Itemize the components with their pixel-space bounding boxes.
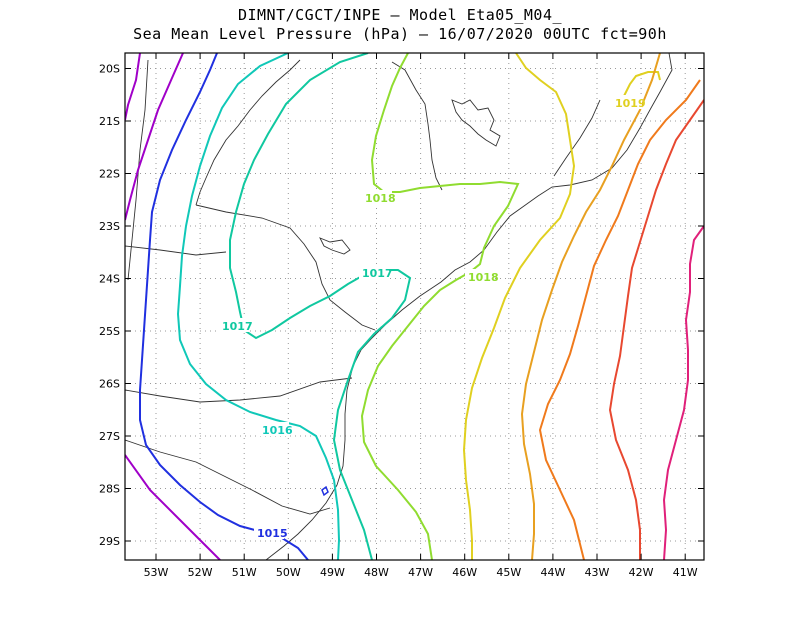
lon-tick-label: 46W	[452, 566, 477, 579]
contour-label-1017-east: 1017	[362, 267, 393, 280]
border-sp-pr	[195, 204, 376, 331]
contour-label-1018-north: 1018	[365, 192, 396, 205]
isobar-1019-main	[462, 53, 576, 560]
border-mg-rj	[391, 61, 443, 191]
isobar-1015	[139, 53, 309, 560]
lat-tick-label: 24S	[99, 273, 120, 286]
isobar-orange-1	[520, 53, 661, 560]
border-sc-rs	[125, 439, 331, 515]
contour-label-1016: 1016	[262, 424, 293, 437]
coastline	[265, 53, 673, 560]
contour-label-1018-south: 1018	[468, 271, 499, 284]
lat-tick-label: 21S	[99, 115, 120, 128]
lat-tick-label: 28S	[99, 483, 120, 496]
contour-label-1019: 1019	[615, 97, 646, 110]
axis-ticks	[125, 53, 704, 560]
lon-tick-label: 45W	[496, 566, 521, 579]
lon-tick-label: 52W	[188, 566, 213, 579]
lat-tick-label: 20S	[99, 63, 120, 76]
lon-tick-label: 47W	[408, 566, 433, 579]
isobar-purple	[125, 53, 221, 560]
lon-tick-label: 50W	[276, 566, 301, 579]
lat-tick-label: 25S	[99, 325, 120, 338]
lon-tick-label: 43W	[585, 566, 610, 579]
lat-tick-label: 22S	[99, 168, 120, 181]
lon-tick-label: 51W	[232, 566, 257, 579]
inland-lake	[451, 99, 501, 147]
border-mg-sp	[195, 59, 301, 206]
lon-tick-label: 42W	[629, 566, 654, 579]
lat-tick-label: 29S	[99, 535, 120, 548]
isobar-1017	[229, 53, 412, 560]
isobar-1018	[360, 53, 520, 560]
lon-tick-label: 44W	[540, 566, 565, 579]
lat-tick-label: 27S	[99, 430, 120, 443]
lat-tick-label: 23S	[99, 220, 120, 233]
lat-tick-label: 26S	[99, 378, 120, 391]
inland-lake-2	[319, 237, 351, 255]
contour-label-1017-west: 1017	[222, 320, 253, 333]
map-grid	[125, 53, 704, 560]
contour-label-1015: 1015	[257, 527, 288, 540]
lon-tick-labels: 53W 52W 51W 50W 49W 48W 47W 46W 45W 44W 43W 42W 41W	[144, 566, 698, 579]
lon-tick-label: 41W	[673, 566, 698, 579]
map-frame	[124, 52, 705, 561]
isobar-red	[608, 99, 704, 560]
coastline-and-borders	[125, 53, 673, 560]
lon-tick-label: 49W	[320, 566, 345, 579]
border-pr-sc	[125, 377, 353, 403]
lon-tick-label: 53W	[144, 566, 169, 579]
isobar-1016	[176, 53, 341, 560]
lon-tick-label: 48W	[364, 566, 389, 579]
chart-title-line1: DIMNT/CGCT/INPE – Model Eta05_M04_	[237, 6, 563, 24]
isobar-orange-2	[538, 79, 701, 560]
contour-label-group: 1015 1016 1017 1017 1018 1018 1019	[219, 95, 646, 540]
isobar-small-blue	[321, 485, 329, 497]
isobar-magenta	[662, 225, 704, 560]
border-ms	[125, 245, 227, 256]
isobar-1019-small	[623, 71, 661, 97]
isobar-lines	[125, 53, 704, 560]
lat-tick-labels: 20S 21S 22S 23S 24S 25S 26S 27S 28S 29S	[99, 63, 120, 549]
border-es	[553, 99, 601, 177]
chart-title-line2: Sea Mean Level Pressure (hPa) – 16/07/20…	[133, 25, 667, 43]
